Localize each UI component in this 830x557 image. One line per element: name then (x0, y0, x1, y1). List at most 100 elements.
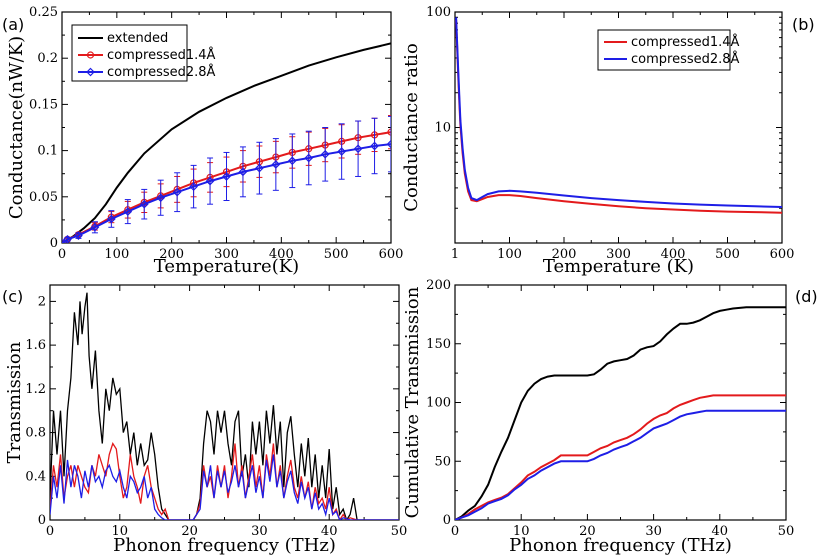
plot-area (62, 42, 391, 243)
y-tick-label: 0.25 (29, 5, 58, 20)
panel-c: 0 10 20 30 40 50 0 0.4 0.8 1.2 1.6 2 Phonon frequenc… (2, 284, 408, 556)
y-tick-label: 1.2 (25, 382, 46, 397)
x-tick-label: 100 (104, 247, 129, 262)
legend-label: compressed2.8Å (107, 64, 216, 80)
data-point (156, 193, 166, 203)
y-tick-label: 10 (434, 121, 451, 136)
x-tick-label: 200 (552, 247, 577, 262)
data-point (370, 141, 379, 151)
x-tick-label: 0 (46, 524, 54, 539)
y-tick-label: 0.1 (37, 144, 58, 159)
y-tick-label: 0 (443, 513, 451, 528)
x-axis-label: Temperature (K) (543, 256, 694, 277)
x-tick-label: 300 (214, 247, 239, 262)
y-tick-label: 50 (434, 454, 451, 469)
y-tick-label: 100 (426, 396, 451, 411)
data-point (387, 128, 391, 136)
x-tick-label: 20 (181, 524, 198, 539)
x-tick-label: 50 (778, 524, 795, 539)
plot-area (455, 17, 782, 214)
x-tick-label: 40 (712, 524, 729, 539)
legend-label: extended (107, 31, 168, 46)
x-tick-label: 400 (661, 247, 686, 262)
x-tick-label: 200 (159, 247, 184, 262)
x-tick-label: 400 (269, 247, 294, 262)
data-point (337, 147, 346, 156)
data-point (353, 144, 363, 154)
y-tick-label: 2 (38, 294, 46, 309)
data-point (320, 149, 330, 159)
panel-letter: (d) (795, 287, 818, 306)
series-compressed2-8--line (455, 17, 782, 208)
x-tick-label: 40 (321, 524, 338, 539)
y-tick-label: 200 (426, 278, 451, 293)
y-axis-label: Conductance(nW/K) (6, 36, 27, 219)
x-tick-label: 1 (451, 247, 459, 262)
panel-d: 0 10 20 30 40 50 0 50 100 150 200 Phonon frequency … (402, 278, 818, 556)
x-tick-label: 0 (58, 247, 66, 262)
legend-box (597, 29, 731, 71)
x-tick-label: 500 (715, 247, 740, 262)
x-tick-label: 10 (513, 524, 530, 539)
x-tick-label: 0 (451, 524, 459, 539)
x-axis-label: Phonon frequency (THz) (113, 535, 336, 556)
data-point (255, 163, 264, 173)
plot-area (455, 306, 786, 520)
x-tick-label: 600 (379, 247, 404, 262)
data-point (74, 231, 83, 240)
series-compressed1-4--line (455, 394, 786, 520)
x-tick-label: 10 (112, 524, 129, 539)
data-point (90, 222, 100, 232)
x-tick-label: 30 (251, 524, 268, 539)
data-point (107, 214, 116, 224)
y-tick-label: 0.15 (29, 97, 58, 112)
y-tick-label: 0.2 (37, 51, 58, 66)
series-compressed2-8--line (50, 454, 399, 520)
panel-a: 0 100 200 300 400 500 600 0 0.05 0.1 0.15 0.2 0.25 Te… (2, 5, 403, 277)
y-tick-label: 0.8 (25, 426, 46, 441)
x-tick-label: 500 (324, 247, 349, 262)
series-extended-line (50, 292, 399, 520)
data-point (238, 167, 248, 177)
y-tick-label: 0.4 (25, 469, 46, 484)
x-tick-label: 30 (645, 524, 662, 539)
x-axis-label: Phonon frequency (THz) (509, 535, 732, 556)
y-tick-label: 100 (426, 5, 451, 20)
y-axis-label: Conductance ratio (401, 43, 422, 212)
legend-marker (86, 51, 95, 59)
panel-letter: (a) (2, 15, 24, 34)
data-point (205, 176, 215, 186)
series-compressed1-4--line (62, 131, 391, 243)
legend-label: compressed2.8Å (631, 51, 740, 67)
x-tick-label: 600 (770, 247, 795, 262)
data-point (172, 187, 182, 197)
data-point (62, 238, 67, 243)
data-point (386, 139, 391, 149)
panel-letter: (c) (2, 287, 23, 306)
panel-b: 1 100 200 300 400 500 600 10 100 Temperature (K) C… (401, 5, 815, 277)
series-compressed2-8--line (62, 143, 391, 243)
y-axis-label: Transmission (4, 341, 25, 463)
x-tick-label: 300 (606, 247, 631, 262)
x-axis-label: Temperature(K) (154, 256, 299, 277)
y-tick-label: 150 (426, 337, 451, 352)
y-tick-label: 0 (38, 513, 46, 528)
data-point (139, 199, 149, 209)
panel-letter: (b) (792, 15, 815, 34)
plot-frame (454, 284, 787, 521)
x-tick-label: 20 (579, 524, 596, 539)
data-point (189, 182, 198, 191)
y-tick-label: 0 (50, 236, 58, 251)
series-extended-line (455, 306, 786, 520)
series-compressed1-4--line (50, 441, 399, 520)
plot-area (50, 292, 399, 520)
data-point (222, 172, 231, 181)
data-point (271, 160, 281, 169)
x-tick-label: 50 (391, 524, 408, 539)
data-point (63, 234, 72, 243)
y-tick-label: 0.05 (29, 190, 58, 205)
x-tick-label: 100 (497, 247, 522, 262)
